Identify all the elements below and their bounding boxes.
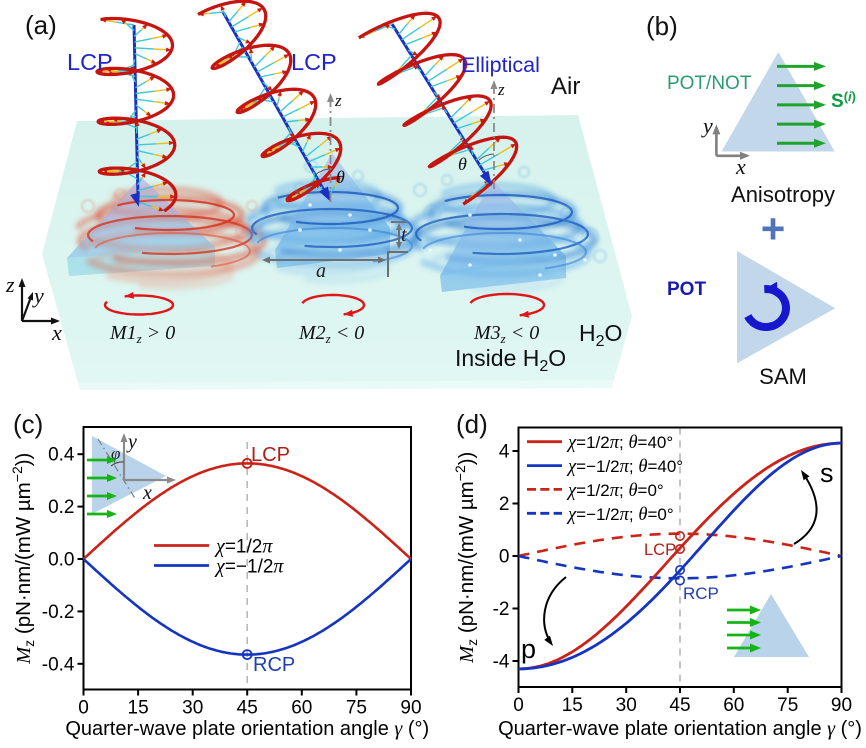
svg-text:2: 2 xyxy=(499,494,510,515)
svg-text:45: 45 xyxy=(237,698,258,719)
svg-text:RCP: RCP xyxy=(683,584,719,603)
svg-text:x: x xyxy=(51,320,62,345)
svg-text:POT: POT xyxy=(667,279,706,300)
svg-text:-4: -4 xyxy=(493,652,510,673)
svg-text:y: y xyxy=(32,283,44,308)
svg-text:y: y xyxy=(701,113,713,138)
svg-text:LCP: LCP xyxy=(291,49,337,75)
svg-text:φ: φ xyxy=(111,444,120,463)
svg-text:15: 15 xyxy=(128,698,149,719)
svg-text:-0.4: -0.4 xyxy=(42,654,75,675)
svg-text:M1z > 0: M1z > 0 xyxy=(109,322,175,346)
svg-text:15: 15 xyxy=(562,695,583,716)
svg-text:0: 0 xyxy=(513,695,524,716)
svg-text:-0.2: -0.2 xyxy=(42,602,75,623)
svg-text:45: 45 xyxy=(669,695,690,716)
svg-text:Elliptical: Elliptical xyxy=(461,53,540,77)
svg-text:75: 75 xyxy=(777,695,798,716)
svg-text:30: 30 xyxy=(616,695,637,716)
svg-text:Anisotropy: Anisotropy xyxy=(731,182,835,207)
svg-text:RCP: RCP xyxy=(253,654,295,676)
svg-text:z: z xyxy=(334,91,342,110)
svg-text:Inside H2O: Inside H2O xyxy=(455,345,566,375)
svg-text:POT/NOT: POT/NOT xyxy=(667,73,752,94)
svg-text:90: 90 xyxy=(831,695,852,716)
svg-text:SAM: SAM xyxy=(759,364,807,389)
svg-text:Quarter-wave plate orientation: Quarter-wave plate orientation angle γ (… xyxy=(498,718,862,740)
svg-text:(c): (c) xyxy=(13,409,43,439)
svg-text:0.2: 0.2 xyxy=(48,497,74,518)
svg-text:0: 0 xyxy=(78,698,89,719)
svg-text:x: x xyxy=(735,154,746,179)
svg-text:Air: Air xyxy=(551,73,580,100)
svg-text:M3z < 0: M3z < 0 xyxy=(473,322,539,346)
svg-text:a: a xyxy=(316,260,326,282)
svg-text:x: x xyxy=(142,482,152,504)
svg-text:z: z xyxy=(5,272,15,297)
svg-text:χ=1/2π; θ=40°: χ=1/2π; θ=40° xyxy=(566,433,673,453)
svg-text:+: + xyxy=(761,205,786,252)
svg-text:M2z < 0: M2z < 0 xyxy=(298,322,364,346)
svg-text:LCP: LCP xyxy=(644,541,676,559)
svg-text:s: s xyxy=(820,458,834,488)
svg-text:θ: θ xyxy=(336,167,345,187)
svg-text:-2: -2 xyxy=(493,599,510,620)
svg-text:75: 75 xyxy=(346,698,367,719)
svg-text:y: y xyxy=(126,431,137,453)
svg-text:60: 60 xyxy=(723,695,744,716)
svg-text:4: 4 xyxy=(499,442,510,463)
svg-text:90: 90 xyxy=(400,698,421,719)
svg-text:(a): (a) xyxy=(25,10,57,40)
svg-text:χ=−1/2π; θ=40°: χ=−1/2π; θ=40° xyxy=(566,457,683,477)
svg-text:θ: θ xyxy=(458,154,467,174)
svg-text:(d): (d) xyxy=(456,409,488,439)
svg-text:LCP: LCP xyxy=(251,444,290,466)
svg-text:p: p xyxy=(521,634,536,664)
svg-text:0: 0 xyxy=(499,547,510,568)
svg-text:χ=1/2π; θ=0°: χ=1/2π; θ=0° xyxy=(566,481,664,501)
svg-text:LCP: LCP xyxy=(67,49,113,75)
svg-text:(b): (b) xyxy=(646,11,678,41)
svg-text:Mz (pN·nm/(mW µm−2)): Mz (pN·nm/(mW µm−2)) xyxy=(9,453,37,665)
svg-text:30: 30 xyxy=(182,698,203,719)
svg-text:t: t xyxy=(401,224,407,246)
svg-text:60: 60 xyxy=(291,698,312,719)
svg-text:z: z xyxy=(497,80,505,99)
svg-text:χ=−1/2π: χ=−1/2π xyxy=(214,556,284,578)
svg-text:0.4: 0.4 xyxy=(48,445,75,466)
svg-text:χ=−1/2π; θ=0°: χ=−1/2π; θ=0° xyxy=(566,505,674,525)
svg-text:χ=1/2π: χ=1/2π xyxy=(214,536,273,558)
svg-text:Quarter-wave plate orientation: Quarter-wave plate orientation angle γ (… xyxy=(65,718,429,740)
svg-text:Mz (pN·nm/(mW µm−2)): Mz (pN·nm/(mW µm−2)) xyxy=(452,452,480,664)
svg-text:0.0: 0.0 xyxy=(48,550,74,571)
